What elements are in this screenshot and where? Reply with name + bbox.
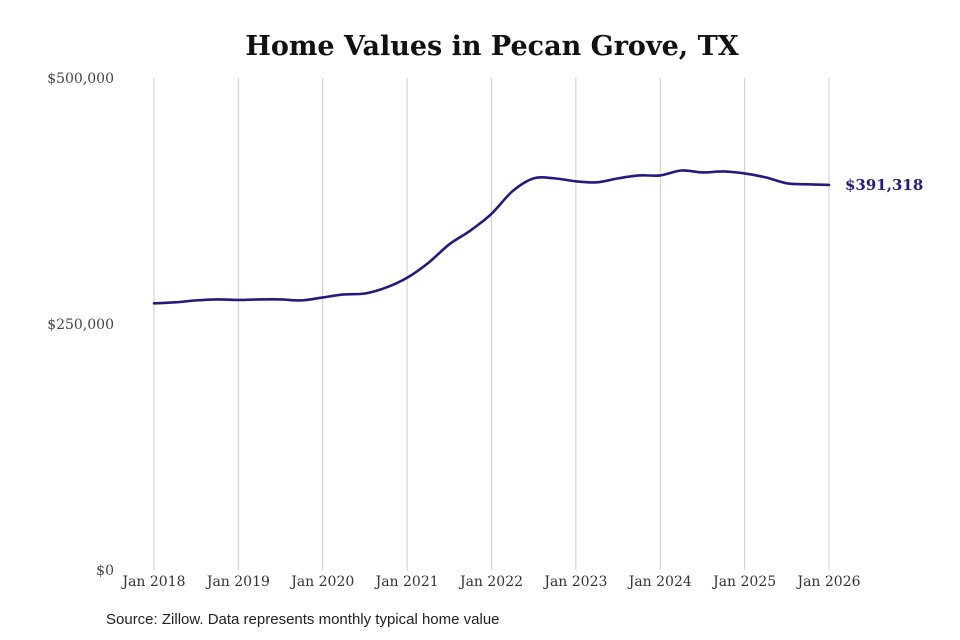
series-layer [152, 169, 831, 305]
x-tick-label: Jan 2020 [289, 574, 354, 590]
source-note: Source: Zillow. Data represents monthly … [106, 611, 500, 628]
y-tick-label: $0 [96, 563, 114, 579]
x-tick-label: Jan 2024 [627, 574, 692, 590]
y-tick-label: $500,000 [47, 71, 114, 87]
end-value-label: $391,318 [845, 176, 923, 194]
gridlines [153, 78, 830, 570]
series-line-0 [152, 169, 831, 305]
chart-title: Home Values in Pecan Grove, TX [245, 31, 738, 62]
y-axis-ticks: $0 $250,000 $500,000 [47, 71, 114, 579]
x-tick-label: Jan 2022 [458, 574, 523, 590]
x-tick-label: Jan 2019 [205, 574, 270, 590]
x-axis-ticks: Jan 2018 Jan 2019 Jan 2020 Jan 2021 Jan 2022… [120, 574, 860, 590]
y-tick-label: $250,000 [47, 317, 114, 333]
x-tick-label: Jan 2018 [120, 574, 185, 590]
x-tick-label: Jan 2023 [542, 574, 607, 590]
x-tick-label: Jan 2021 [374, 574, 439, 590]
x-tick-label: Jan 2025 [711, 574, 776, 590]
x-tick-label: Jan 2026 [795, 574, 860, 590]
